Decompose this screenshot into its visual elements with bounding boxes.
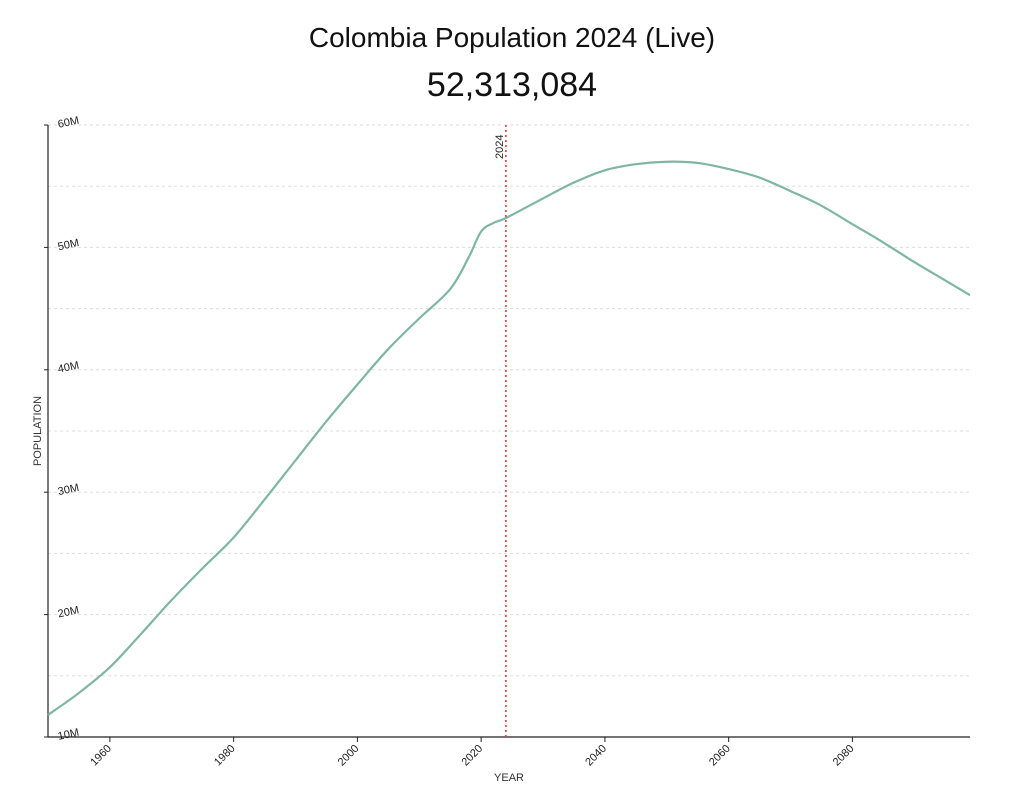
y-tick-label: 50M <box>57 237 80 253</box>
y-axis-ticks: 10M 20M 30M 40M 50M 60M <box>44 115 80 743</box>
x-tick-label: 2020 <box>459 743 485 769</box>
x-axis-ticks: 1960 1980 2000 2020 2040 2060 2080 <box>88 737 857 769</box>
population-series-line <box>47 160 971 716</box>
x-tick-label: 2060 <box>707 743 733 769</box>
y-tick-label: 30M <box>57 482 80 498</box>
x-axis-label: YEAR <box>494 772 524 784</box>
y-tick-label: 60M <box>57 115 80 131</box>
chart-title: Colombia Population 2024 (Live) <box>308 22 716 53</box>
x-tick-label: 2040 <box>583 743 609 769</box>
current-year-marker-label: 2024 <box>494 135 506 159</box>
x-tick-label: 2080 <box>831 743 857 769</box>
live-population-counter: 52,313,084 <box>426 66 598 104</box>
y-tick-label: 10M <box>57 727 80 743</box>
y-tick-label: 40M <box>57 359 80 375</box>
y-tick-label: 20M <box>57 604 80 620</box>
gridlines <box>48 124 970 677</box>
x-tick-label: 2000 <box>336 743 362 769</box>
y-axis-label: POPULATION <box>32 396 44 466</box>
x-tick-label: 1960 <box>88 743 114 769</box>
x-tick-label: 1980 <box>212 743 238 769</box>
axes <box>47 125 970 738</box>
